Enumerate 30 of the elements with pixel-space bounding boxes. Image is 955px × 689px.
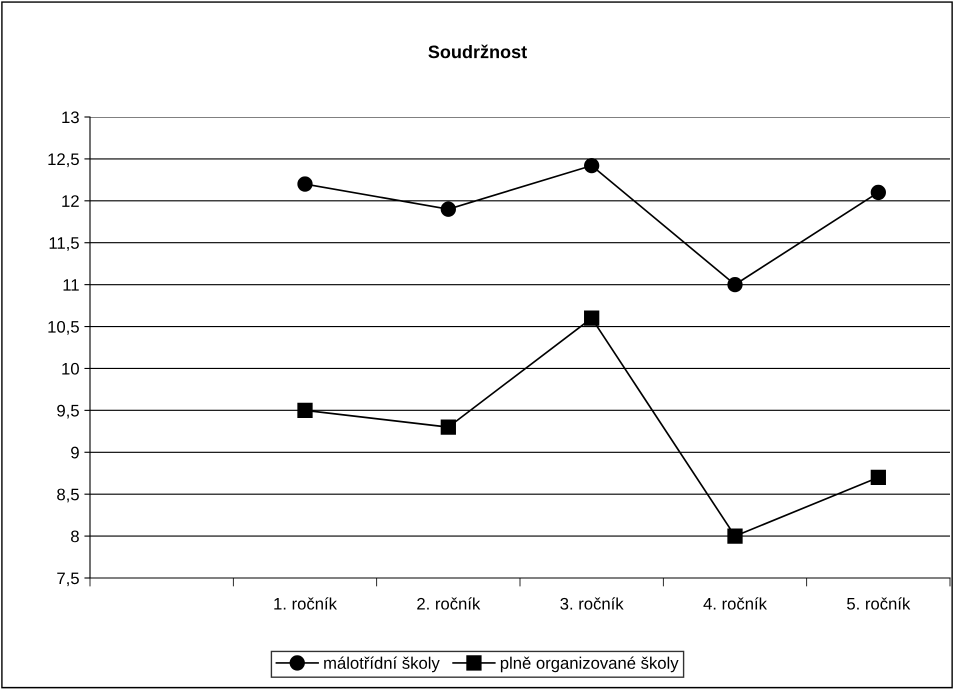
legend-label: plně organizované školy <box>500 656 679 672</box>
x-tick-label: 1. ročník <box>274 597 337 610</box>
y-tick-label: 12,5 <box>48 153 79 168</box>
legend-label: málotřídní školy <box>324 656 440 672</box>
point <box>727 276 743 292</box>
y-tick-label: 9,5 <box>57 404 79 419</box>
x-tick-label: 3. ročník <box>560 597 624 610</box>
point <box>297 176 313 192</box>
point <box>440 419 456 435</box>
y-tick-label: 11 <box>64 279 79 291</box>
x-tick-label: 2. ročník <box>417 597 480 610</box>
point <box>297 402 313 418</box>
x-tick-label: 5. ročník <box>847 597 910 610</box>
y-tick-label: 11,5 <box>50 237 79 251</box>
chart-title: Soudržnost <box>428 44 527 58</box>
y-tick-label: 8 <box>71 530 79 542</box>
point <box>440 202 456 217</box>
y-tick-label: 8,5 <box>57 488 79 502</box>
y-tick-label: 7,5 <box>57 572 79 586</box>
y-tick-label: 9 <box>71 446 79 458</box>
point <box>584 310 600 326</box>
point <box>870 184 886 200</box>
x-tick-label: 4. ročník <box>703 597 767 610</box>
y-tick-label: 10,5 <box>48 320 79 335</box>
y-tick-label: 13 <box>62 111 79 124</box>
point <box>727 528 743 544</box>
y-tick-label: 12 <box>62 195 79 207</box>
point <box>870 470 886 486</box>
y-tick-label: 10 <box>62 362 79 375</box>
point <box>584 158 600 174</box>
